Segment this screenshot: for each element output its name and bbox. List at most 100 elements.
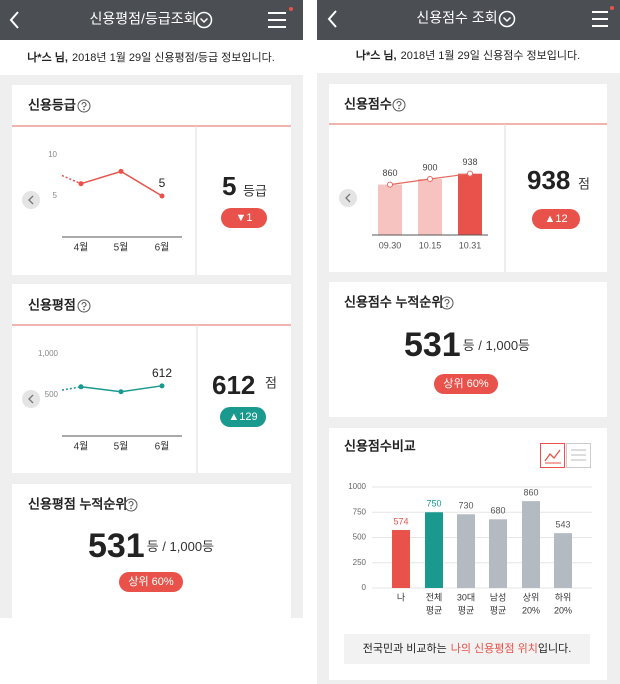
value-label: 543 [555, 520, 570, 530]
score-card [12, 284, 291, 473]
card-title: 신용점수 [344, 96, 392, 111]
menu-button[interactable] [268, 12, 286, 28]
rank-badge-text: 상위 60% [443, 377, 489, 390]
bar [457, 514, 475, 588]
x-tick-label: 남성 [490, 592, 507, 602]
x-tick-label: 30대 [457, 592, 475, 602]
line-lead-in [61, 174, 82, 185]
x-tick-label: 6월 [155, 441, 170, 453]
point [387, 181, 393, 188]
rank-card [329, 282, 607, 417]
prev-button[interactable] [339, 189, 357, 207]
point [78, 181, 84, 187]
x-tick-label: 6월 [155, 242, 170, 254]
help-icon[interactable] [392, 98, 406, 112]
value-label: 860 [523, 488, 538, 498]
point [78, 384, 84, 390]
x-tick-label: 나 [397, 592, 405, 602]
card-title: 신용점수 누적순위 [344, 294, 443, 309]
dropdown-button[interactable] [195, 11, 213, 29]
rank-text: 등 / 1,000등 [463, 338, 530, 353]
intro-text: 나*스 님, 2018년 1월 29일 신용평점/등급 정보입니다. [27, 50, 275, 64]
rank-card [12, 484, 291, 618]
value-label: 900 [422, 162, 437, 172]
back-button[interactable] [327, 10, 337, 28]
menu-button[interactable] [592, 11, 608, 27]
score-unit: 점 [578, 176, 590, 191]
change-text: ▼1 [235, 212, 252, 224]
chart-view-button[interactable] [540, 443, 565, 468]
bar [425, 512, 443, 588]
x-tick-label: 10.15 [419, 240, 442, 250]
change-text: ▲12 [544, 213, 567, 225]
bar [522, 501, 540, 588]
y-tick-label: 500 [45, 390, 59, 399]
rank-badge [434, 374, 498, 394]
bar [554, 533, 572, 588]
y-tick-label: 10 [48, 150, 57, 159]
point [159, 193, 165, 199]
intro-name: 나*스 님, [27, 50, 68, 64]
x-tick-label: 5월 [114, 242, 129, 254]
bar [418, 179, 442, 235]
bar [489, 519, 507, 588]
help-icon[interactable] [77, 99, 91, 113]
card-title: 신용등급 [28, 97, 76, 112]
intro-name: 나*스 님, [356, 48, 397, 62]
x-tick-label: 20% [522, 605, 540, 615]
change-text: ▲129 [228, 411, 257, 423]
help-icon[interactable] [440, 296, 454, 310]
help-icon[interactable] [124, 498, 138, 512]
value-label: 730 [458, 501, 473, 511]
intro-message: 2018년 1월 29일 신용평점/등급 정보입니다. [72, 50, 275, 64]
back-button[interactable] [9, 11, 19, 29]
x-tick-label: 09.30 [379, 240, 402, 250]
x-tick-label: 4월 [74, 242, 89, 254]
help-icon[interactable] [77, 299, 91, 313]
point [118, 168, 124, 174]
card-title: 신용점수비교 [344, 438, 416, 453]
y-tick-label: 0 [362, 583, 367, 592]
y-tick-label: 5 [53, 191, 58, 200]
x-tick-label: 하위 [555, 592, 572, 602]
x-tick-label: 4월 [74, 441, 89, 453]
dropdown-button[interactable] [498, 10, 516, 28]
score-value: 938 [527, 165, 570, 195]
point [427, 176, 433, 182]
x-tick-label: 20% [554, 605, 572, 615]
rank-badge-text: 상위 60% [128, 575, 174, 588]
point [118, 389, 124, 395]
header-title: 신용평점/등급조회 [90, 11, 197, 27]
note-before: 전국민과 비교하는 [363, 641, 447, 655]
prev-button[interactable] [22, 390, 40, 408]
prev-button[interactable] [22, 191, 40, 209]
intro-bar [0, 40, 303, 75]
line-lead-in [61, 386, 82, 391]
bar [378, 184, 402, 235]
value-label: 612 [152, 366, 172, 380]
menu-badge [610, 6, 614, 10]
x-tick-label: 평균 [490, 605, 507, 615]
point [467, 170, 473, 177]
right-header [317, 0, 620, 40]
rank-line: 531 등 / 1,000등 [404, 326, 530, 364]
y-tick-label: 750 [353, 507, 367, 516]
grade-unit: 등급 [243, 183, 267, 198]
value-label: 750 [426, 499, 441, 509]
card-title: 신용평점 누적순위 [28, 496, 127, 511]
rank-badge [119, 572, 183, 592]
grade-value: 5 [222, 171, 236, 201]
note-box [344, 634, 590, 664]
intro-text: 나*스 님, 2018년 1월 29일 신용점수 정보입니다. [356, 48, 580, 62]
rank-value: 531 [404, 326, 461, 364]
value-label: 5 [159, 176, 166, 190]
value-label: 574 [393, 516, 408, 526]
value-label: 860 [382, 168, 397, 178]
menu-badge [289, 7, 293, 11]
note-highlight: 나의 신용평점 위치 [451, 642, 538, 655]
value-label: 680 [490, 506, 505, 516]
list-view-button[interactable] [566, 443, 591, 468]
bar [458, 173, 482, 235]
x-tick-label: 전체 [426, 592, 443, 602]
